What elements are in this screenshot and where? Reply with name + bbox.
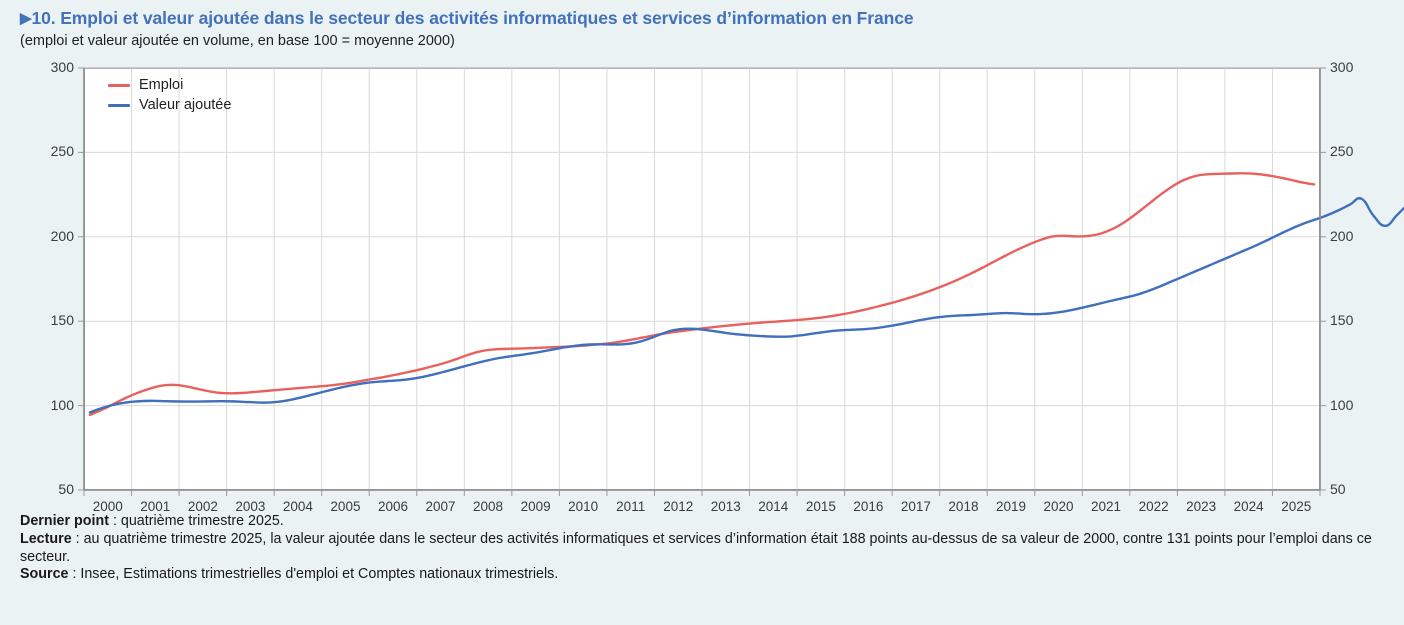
x-axis-tick-label: 2024 [1233,499,1264,514]
legend-item-emploi: Emploi [108,75,231,95]
x-axis-tick-label: 2007 [425,499,456,514]
y-axis-tick-label-left: 300 [50,59,74,75]
y-axis-tick-label-right: 50 [1330,481,1346,497]
x-axis-tick-label: 2014 [758,499,789,514]
x-axis-tick-label: 2005 [330,499,361,514]
y-axis-tick-label-left: 250 [50,143,74,160]
note-source-text: : Insee, Estimations trimestrielles d'em… [68,566,559,583]
x-axis-tick-label: 2009 [520,499,551,514]
x-axis-tick-label: 2002 [187,499,218,514]
x-axis-tick-label: 2025 [1281,499,1312,514]
chart-title: ▶10. Emploi et valeur ajoutée dans le se… [20,8,1390,29]
x-axis-tick-label: 2000 [92,499,123,514]
y-axis-tick-label-left: 150 [50,312,74,329]
x-axis-tick-label: 2001 [140,499,171,514]
x-axis-tick-label: 2012 [663,499,694,514]
chart-notes: Dernier point : quatrième trimestre 2025… [20,513,1400,584]
legend-item-valeur-ajoutee: Valeur ajoutée [108,95,231,115]
note-lecture: Lecture : au quatrième trimestre 2025, l… [20,531,1400,567]
note-dernier-point: Dernier point : quatrième trimestre 2025… [20,513,1400,531]
x-axis-tick-label: 2019 [995,499,1027,514]
triangle-marker-icon: ▶ [20,10,32,27]
note-lecture-label: Lecture [20,530,72,547]
legend-color-swatch-emploi [108,83,130,87]
chart-panel: Emploi Valeur ajoutée 50 50 100 100 150 150 20… [0,55,1404,514]
note-source: Source : Insee, Estimations trimestriell… [20,566,1400,584]
y-axis-tick-label-left: 100 [50,396,74,413]
x-axis-tick-label: 2018 [948,499,979,514]
legend-label-emploi: Emploi [139,77,184,93]
x-axis-tick-label: 2010 [568,499,599,514]
note-source-label: Source [20,566,69,583]
x-axis-tick-label: 2003 [235,499,266,514]
y-axis-tick-label-right: 150 [1330,312,1354,329]
note-dernier-point-text: : quatrième trimestre 2025. [108,513,284,529]
legend-label-valeur-ajoutee: Valeur ajoutée [139,97,232,113]
note-lecture-text: : au quatrième trimestre 2025, la valeur… [20,530,1372,565]
series-line-valeur-ajoutee [88,197,1404,414]
chart-subtitle: (emploi et valeur ajoutée en volume, en … [20,33,455,49]
y-axis-tick-label-left: 200 [50,227,74,244]
y-axis-tick-label-right: 200 [1330,227,1354,244]
x-axis-tick-label: 2011 [616,499,646,514]
note-dernier-point-label: Dernier point [20,513,109,529]
x-axis-tick-label: 2013 [710,499,741,514]
x-axis-tick-label: 2008 [473,499,504,514]
y-axis-tick-label-right: 250 [1330,143,1354,160]
y-axis-tick-label-right: 300 [1330,59,1354,75]
chart-svg [78,67,1404,496]
x-axis-tick-label: 2021 [1091,499,1122,514]
chart-legend: Emploi Valeur ajoutée [108,75,231,115]
x-axis-tick-label: 2022 [1138,499,1169,514]
legend-color-swatch-valeur-ajoutee [108,103,130,107]
x-axis-tick-label: 2006 [377,499,409,514]
x-axis-tick-label: 2016 [853,499,884,514]
x-axis-tick-label: 2020 [1043,499,1074,514]
x-axis-tick-label: 2015 [805,499,836,514]
chart-title-text: 10. Emploi et valeur ajoutée dans le sec… [31,8,914,28]
x-axis-tick-label: 2023 [1186,499,1217,514]
y-axis-tick-label-left: 50 [58,481,74,497]
x-axis-tick-label: 2004 [282,499,313,514]
x-axis-tick-label: 2017 [900,499,931,514]
y-axis-tick-label-right: 100 [1330,396,1354,413]
